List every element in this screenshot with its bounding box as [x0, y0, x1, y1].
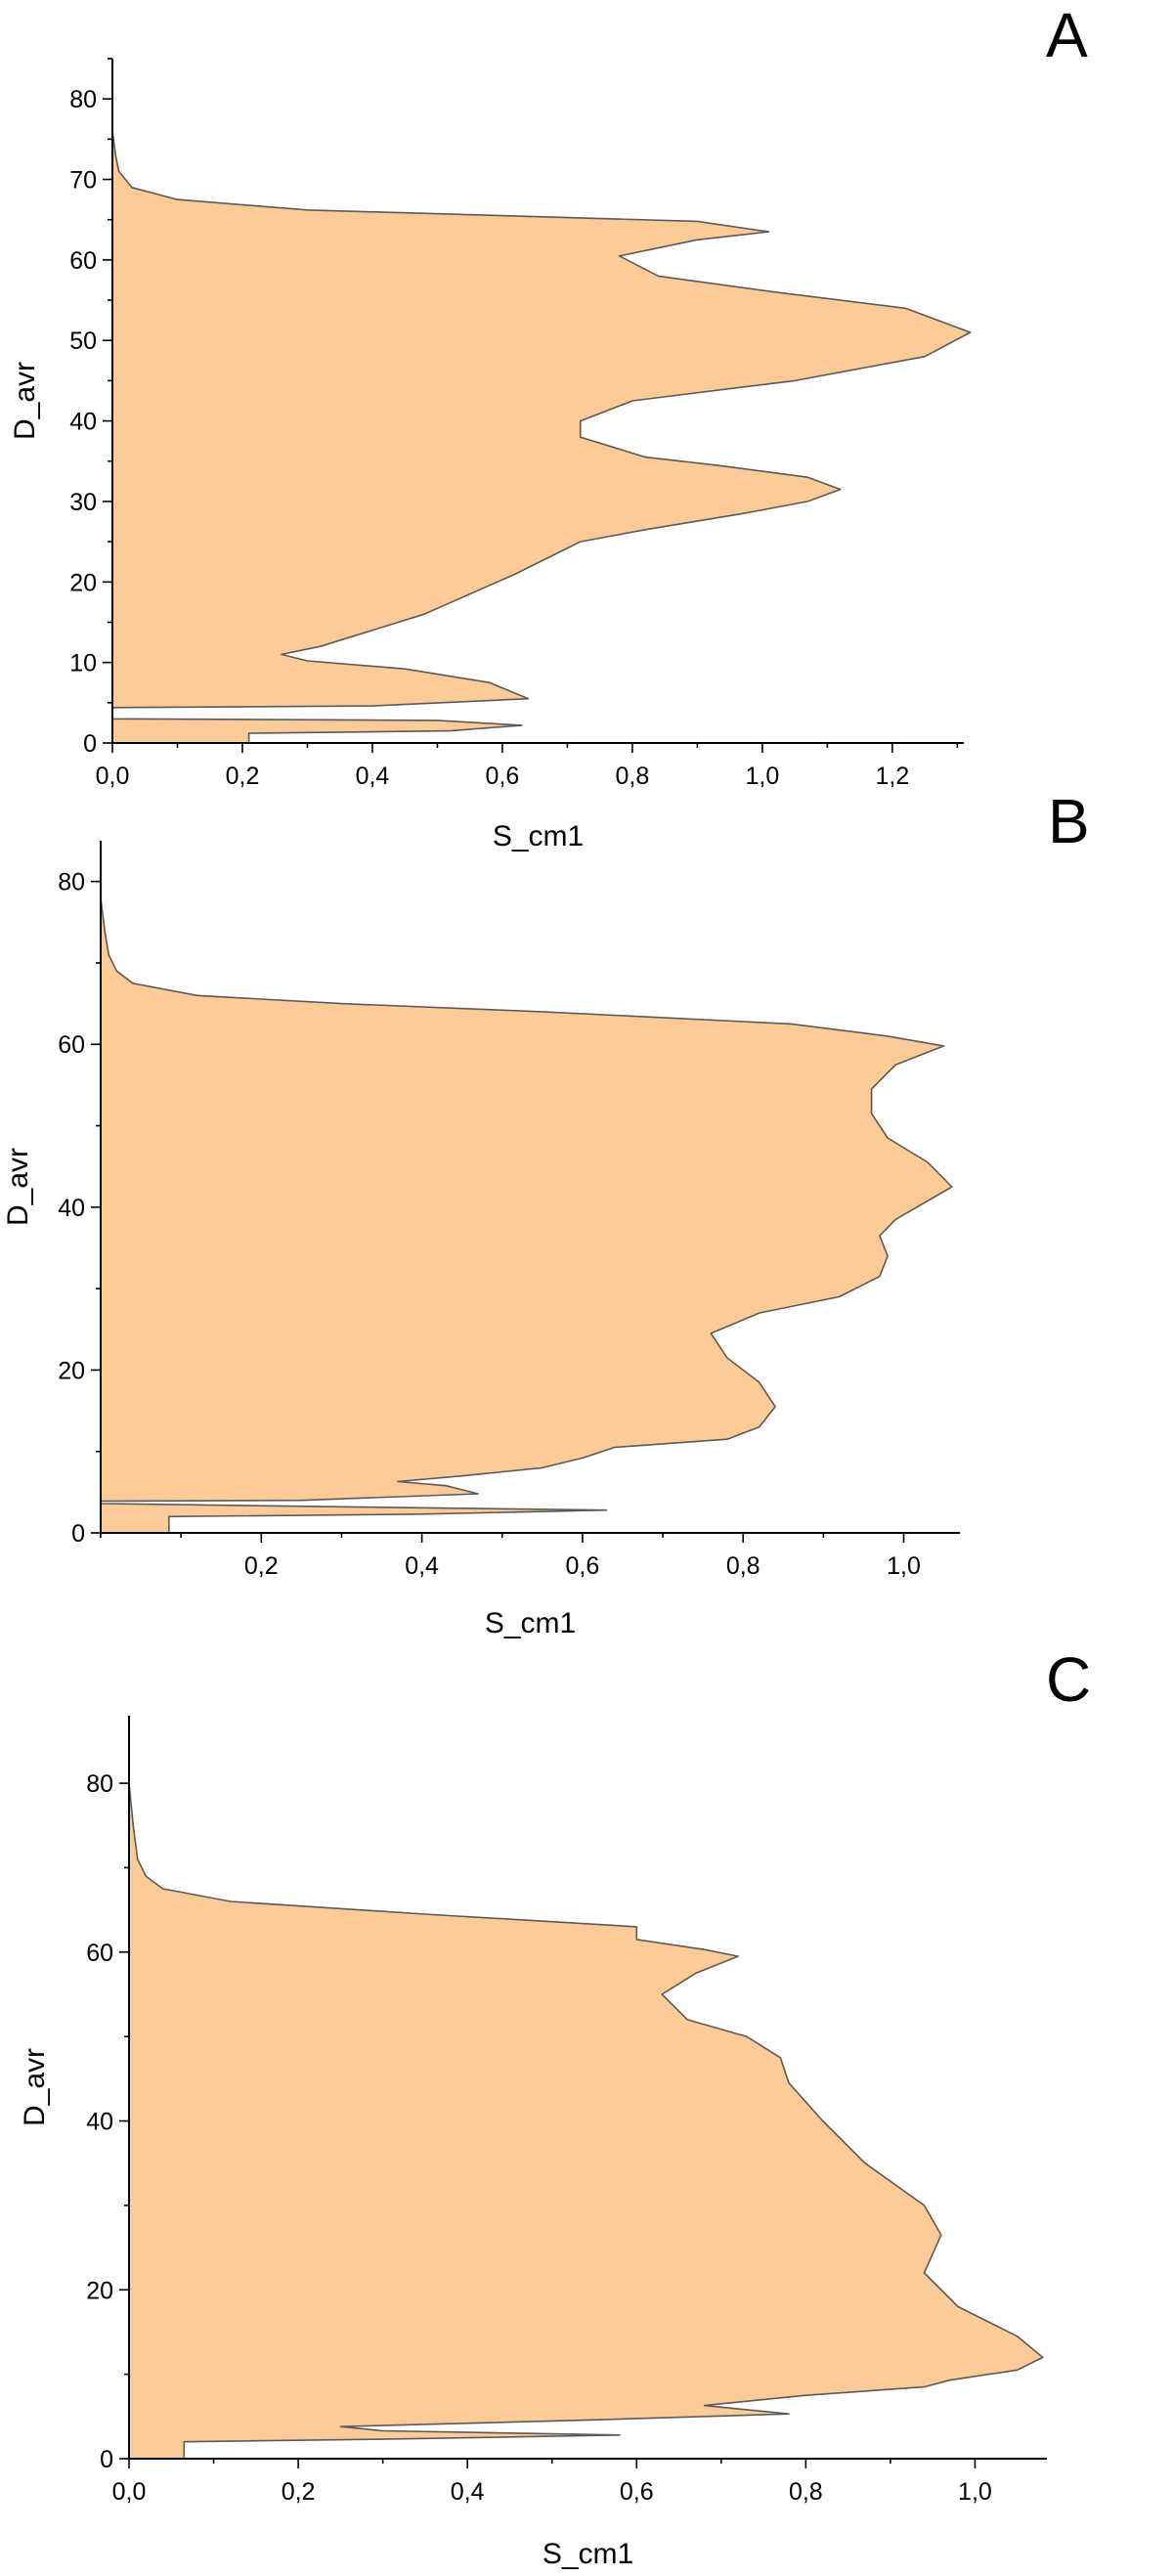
y-tick-label: 80	[86, 1770, 113, 1798]
panel-letter: B	[1048, 786, 1090, 856]
x-tick-label: 0,2	[282, 2478, 316, 2506]
x-tick-label: 0,4	[405, 1552, 439, 1580]
chart-panel-b: B 0 20 40 60 80 0,2 0,4 0,6 0,8 1,0 S_cm1 D_avr	[2, 786, 1090, 1639]
panel-letter: A	[1046, 0, 1088, 70]
x-axis-title: S_cm1	[485, 1607, 576, 1639]
y-tick-label: 80	[69, 86, 97, 113]
x-tick-label: 1,0	[958, 2478, 992, 2506]
y-tick-label: 50	[69, 327, 97, 355]
x-tick-label: 1,2	[875, 763, 909, 790]
x-tick-label: 0,2	[226, 763, 260, 790]
y-tick-label: 40	[58, 1195, 85, 1222]
y-tick-label: 80	[58, 869, 85, 896]
series-line	[128, 1783, 1044, 2459]
series-line	[100, 897, 953, 1533]
y-tick-label: 70	[69, 167, 97, 195]
x-tick-label: 0,8	[616, 763, 650, 790]
x-tick-label: 0,6	[566, 1552, 600, 1580]
x-tick-label: 0,0	[96, 763, 130, 790]
y-tick-label: 30	[69, 489, 97, 516]
x-axis-title: S_cm1	[493, 820, 584, 852]
y-axis-title: D_avr	[9, 362, 41, 440]
y-tick-label: 20	[58, 1357, 85, 1384]
x-tick-label: 1,0	[887, 1552, 921, 1580]
y-tick-label: 60	[58, 1031, 85, 1059]
chart-panel-c: C 0 20 40 60 80 0,0 0,2 0,4 0,6 0,8 1,0 S_cm1 D_avr	[19, 1644, 1091, 2570]
y-tick-label: 0	[100, 2446, 113, 2473]
x-tick-label: 1,0	[746, 763, 780, 790]
x-tick-label: 0,6	[486, 763, 520, 790]
x-tick-label: 0,4	[451, 2478, 485, 2506]
x-tick-label: 0,4	[356, 763, 390, 790]
x-tick-label: 0,6	[620, 2478, 654, 2506]
y-tick-label: 40	[69, 409, 97, 436]
y-axis-title: D_avr	[2, 1148, 34, 1226]
panel-letter: C	[1046, 1644, 1091, 1715]
x-tick-label: 0,2	[244, 1552, 279, 1580]
x-tick-label: 0,8	[726, 1552, 760, 1580]
y-tick-label: 10	[69, 650, 97, 677]
area-fill	[129, 1783, 1043, 2459]
x-tick-label: 0,8	[789, 2478, 823, 2506]
area-fill	[101, 897, 952, 1533]
y-tick-label: 40	[86, 2109, 113, 2136]
y-axis-title: D_avr	[19, 2048, 51, 2126]
area-fill	[112, 131, 971, 744]
x-axis-title: S_cm1	[543, 2538, 633, 2570]
chart-panel-a: A 0 10 20 30 40 50 60 70 80 0,0 0,2 0,4 0,6 0,8 1,0 1,2 S…	[9, 0, 1088, 852]
y-tick-label: 60	[86, 1940, 113, 1967]
y-tick-label: 20	[86, 2277, 113, 2304]
x-tick-label: 0,0	[112, 2478, 147, 2506]
series-line	[111, 130, 972, 743]
y-tick-label: 20	[69, 569, 97, 596]
y-tick-label: 0	[71, 1520, 85, 1548]
y-tick-label: 0	[83, 730, 97, 758]
y-tick-label: 60	[69, 247, 97, 275]
